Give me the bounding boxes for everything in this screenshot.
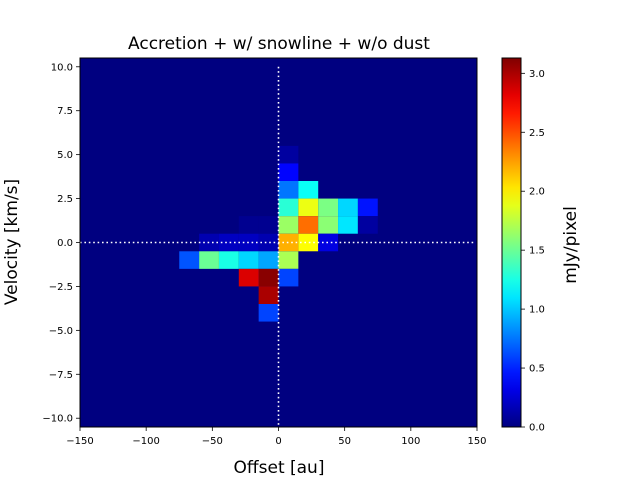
- heatmap-cell: [258, 216, 279, 234]
- colorbar-tick-label: 2.0: [529, 187, 545, 198]
- y-tick-label: 5.0: [57, 150, 73, 161]
- x-tick-label: 100: [401, 436, 420, 447]
- heatmap-cell: [238, 251, 259, 269]
- heatmap-cell: [357, 216, 378, 234]
- heatmap-cell: [298, 216, 319, 234]
- heatmap-cell: [278, 181, 299, 199]
- colorbar-tick-label: 1.0: [529, 305, 545, 316]
- y-tick-label: 2.5: [57, 194, 73, 205]
- heatmap-cell: [278, 251, 299, 269]
- colorbar-ticks: 0.0 0.5 1.0 1.5 2.0 2.5 3.0: [521, 69, 545, 434]
- x-axis-ticks: −150 −100 −50 0 50 100 150: [66, 427, 487, 447]
- x-tick-label: −50: [202, 436, 223, 447]
- heatmap-cell: [338, 216, 358, 234]
- heatmap-cell: [318, 233, 339, 252]
- plot-area: [79, 57, 478, 428]
- heatmap-cell: [278, 233, 299, 252]
- heatmap-cell: [278, 198, 299, 217]
- heatmap-cell: [218, 233, 239, 252]
- heatmap-cell: [318, 216, 339, 234]
- y-tick-label: −5.0: [49, 326, 73, 337]
- heatmap-cell: [357, 198, 378, 217]
- heatmap-cell: [278, 268, 299, 287]
- heatmap-cell: [258, 286, 279, 304]
- y-tick-label: −7.5: [49, 370, 73, 381]
- heatmap-cell: [298, 181, 319, 199]
- y-tick-label: −10.0: [42, 414, 73, 425]
- y-tick-label: 0.0: [57, 238, 73, 249]
- x-axis-label: Offset [au]: [234, 458, 325, 478]
- heatmap-cell: [258, 233, 279, 252]
- x-tick-label: 50: [338, 436, 351, 447]
- heatmap-cell: [199, 251, 219, 269]
- x-tick-label: 150: [467, 436, 486, 447]
- heatmap-cell: [238, 268, 259, 287]
- colorbar-label: mJy/pixel: [561, 206, 581, 284]
- heatmap-cell: [218, 251, 239, 269]
- heatmap-cell: [238, 216, 259, 234]
- colorbar-tick-label: 2.5: [529, 128, 545, 139]
- colorbar-frame: [501, 57, 522, 428]
- colorbar-tick-label: 1.5: [529, 246, 545, 257]
- x-tick-label: 0: [275, 436, 281, 447]
- heatmap-cell: [258, 268, 279, 287]
- heatmap-cell: [258, 251, 279, 269]
- y-tick-label: −2.5: [49, 282, 73, 293]
- heatmap-cells: [179, 145, 378, 322]
- y-axis-label: Velocity [km/s]: [2, 179, 22, 305]
- colorbar-tick-label: 3.0: [529, 69, 545, 80]
- reference-lines: [80, 66, 474, 427]
- x-tick-label: −100: [132, 436, 159, 447]
- colorbar-tick-label: 0.0: [529, 423, 545, 434]
- heatmap-cell: [298, 198, 319, 217]
- y-tick-label: 7.5: [57, 106, 73, 117]
- heatmap-cell: [179, 251, 200, 269]
- heatmap-cell: [318, 198, 339, 217]
- y-tick-label: 10.0: [51, 62, 73, 73]
- heatmap-cell: [258, 304, 279, 322]
- x-tick-label: −150: [66, 436, 93, 447]
- heatmap-cell: [278, 163, 299, 181]
- heatmap-cell: [298, 233, 319, 252]
- heatmap-cell: [278, 145, 299, 164]
- colorbar-gradient: [502, 58, 521, 427]
- y-axis-ticks: −10.0 −7.5 −5.0 −2.5 0.0 2.5 5.0 7.5 10.0: [42, 62, 80, 425]
- colorbar: 0.0 0.5 1.0 1.5 2.0 2.5 3.0: [501, 57, 545, 434]
- chart-title: Accretion + w/ snowline + w/o dust: [128, 34, 430, 54]
- heatmap-cell: [338, 198, 358, 217]
- heatmap-cell: [278, 216, 299, 234]
- colorbar-tick-label: 0.5: [529, 364, 545, 375]
